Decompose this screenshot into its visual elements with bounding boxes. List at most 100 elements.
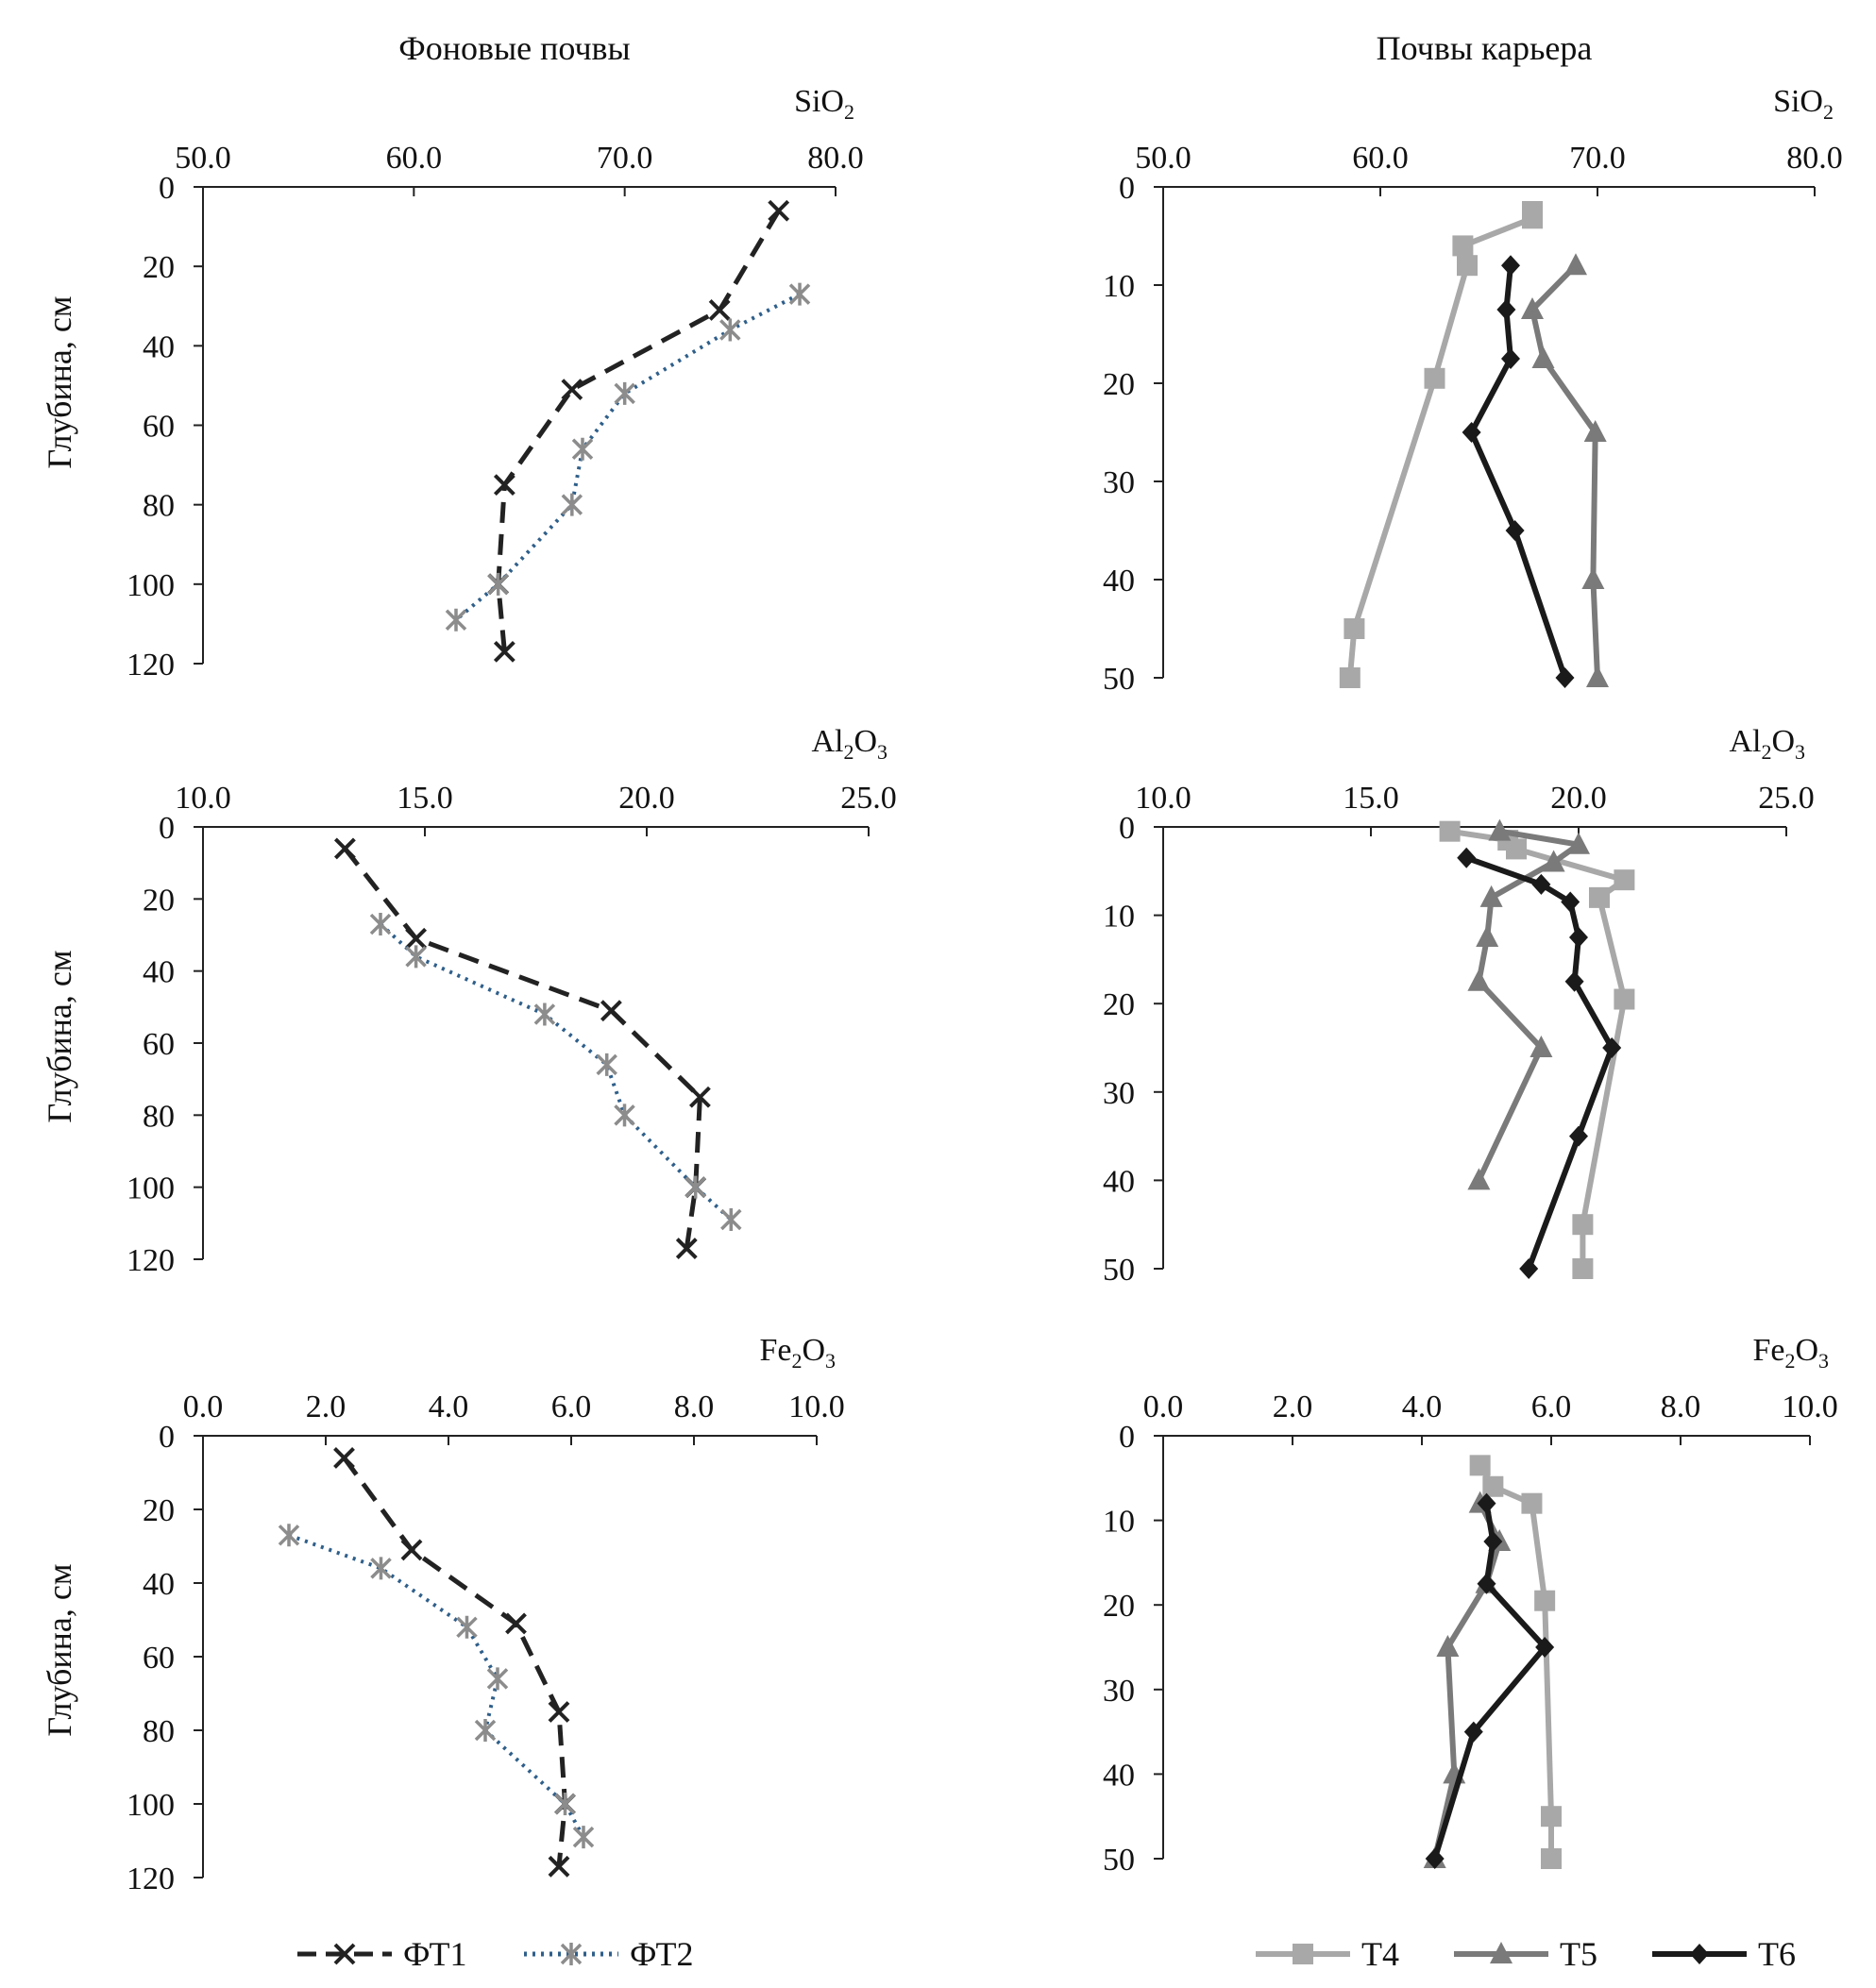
data-point (1531, 873, 1551, 895)
column-title-background: Фоновые почвы (398, 29, 631, 67)
series-Т5 (1467, 818, 1590, 1190)
x-tick-label: 2.0 (1273, 1390, 1313, 1424)
x-tick-label: 80.0 (1786, 141, 1843, 176)
x-tick-label: 80.0 (807, 141, 864, 176)
series-line (342, 1456, 567, 1867)
series-line (496, 210, 781, 652)
data-point (533, 1002, 556, 1026)
y-tick-label: 100 (127, 1788, 175, 1823)
data-point (1569, 927, 1588, 948)
data-point (1586, 665, 1609, 687)
x-tick-label: 20.0 (1550, 781, 1607, 816)
data-point (1522, 208, 1543, 229)
oxide-label: Al2O3 (811, 724, 887, 764)
data-point (1534, 1590, 1556, 1611)
y-tick-label: 120 (127, 1243, 175, 1278)
data-point (1521, 1492, 1543, 1514)
series-Т4 (1469, 1455, 1562, 1869)
series-line (1346, 211, 1535, 679)
x-tick-label: 25.0 (1758, 781, 1815, 816)
legend-item-Т5: Т5 (1454, 1935, 1597, 1973)
x-tick-label: 10.0 (1782, 1390, 1838, 1424)
legend-label: ФТ1 (403, 1935, 467, 1973)
data-point (614, 1104, 635, 1127)
x-tick-label: 0.0 (183, 1390, 224, 1424)
y-tick-label: 30 (1103, 1674, 1135, 1709)
data-point (505, 1612, 527, 1635)
data-point (554, 1793, 576, 1815)
y-tick-label: 20 (1103, 987, 1135, 1022)
data-point (1564, 970, 1584, 992)
data-point (405, 927, 428, 950)
data-point (369, 913, 392, 936)
y-tick-label: 100 (127, 1171, 175, 1206)
oxide-label: Al2O3 (1729, 724, 1805, 764)
y-tick-label: 0 (159, 1420, 175, 1455)
legends: ФТ1 ФТ2 Т4 Т5 Т6 (297, 1935, 1796, 1973)
series-Т4 (1439, 820, 1635, 1279)
series-Т4 (1339, 201, 1543, 688)
data-point (1555, 667, 1575, 688)
data-point (487, 572, 509, 596)
y-tick-label: 20 (1103, 367, 1135, 402)
data-point (720, 1208, 742, 1232)
series-line (454, 292, 801, 622)
y-tick-label: 20 (143, 1493, 175, 1528)
data-point (684, 1175, 706, 1199)
x-tick-label: 8.0 (1661, 1390, 1701, 1424)
data-point (788, 282, 811, 306)
x-tick-label: 10.0 (1135, 781, 1192, 816)
x-tick-label: 6.0 (1531, 1390, 1572, 1424)
x-tick-label: 20.0 (618, 781, 675, 816)
chart-3: 10.0 15.0 20.0 25.0 0 10 20 30 40 50 Al2O3 (1103, 724, 1815, 1288)
y-tick-label: 50 (1103, 1843, 1135, 1878)
data-point (1339, 667, 1361, 688)
data-point (1483, 1531, 1503, 1552)
x-tick-label: 6.0 (551, 1390, 592, 1424)
data-point (333, 1446, 355, 1469)
x-tick-label: 50.0 (175, 141, 231, 176)
data-point (1457, 255, 1478, 277)
x-tick-label: 15.0 (397, 781, 453, 816)
data-point (1541, 1806, 1562, 1828)
series-Т6 (1457, 847, 1622, 1279)
legend-item-Т4: Т4 (1256, 1935, 1399, 1973)
data-point (1457, 847, 1477, 868)
data-point (548, 1701, 570, 1723)
data-point (548, 1855, 570, 1878)
y-tick-label: 40 (143, 955, 175, 990)
data-point (370, 1557, 392, 1580)
legend-marker (1490, 1942, 1513, 1963)
data-point (1469, 1455, 1491, 1476)
series-line (1468, 264, 1568, 679)
series-ФТ1 (487, 199, 790, 663)
series-line (1530, 263, 1600, 679)
series-ФТ1 (333, 837, 711, 1259)
y-tick-label: 10 (1103, 269, 1135, 304)
x-tick-label: 60.0 (1352, 141, 1409, 176)
data-point (561, 379, 583, 401)
y-tick-label: 20 (143, 883, 175, 918)
data-point (400, 1539, 423, 1561)
y-tick-label: 80 (143, 1714, 175, 1749)
y-tick-label: 120 (127, 648, 175, 682)
oxide-label: SiO2 (794, 84, 854, 124)
data-point (1452, 235, 1474, 257)
series-ФТ1 (333, 1446, 576, 1878)
data-point (1569, 1125, 1588, 1147)
y-axis-label: Глубина, см (41, 1563, 78, 1736)
data-point (614, 381, 635, 405)
data-point (1439, 820, 1461, 842)
x-tick-label: 4.0 (1402, 1390, 1443, 1424)
data-point (1501, 255, 1520, 277)
data-point (1488, 818, 1512, 841)
series-Т6 (1462, 255, 1575, 688)
data-point (1530, 1036, 1553, 1057)
y-tick-label: 0 (159, 811, 175, 846)
y-tick-label: 40 (143, 1567, 175, 1602)
data-point (493, 640, 515, 663)
data-point (405, 945, 427, 969)
data-point (1476, 925, 1499, 947)
data-point (474, 1719, 497, 1742)
